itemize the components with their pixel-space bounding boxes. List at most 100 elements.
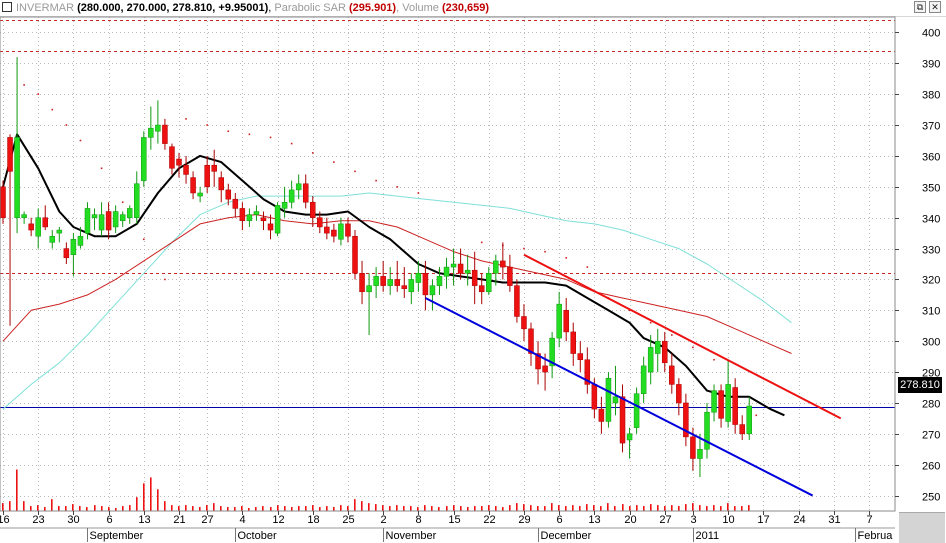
volume-bar (699, 505, 701, 511)
y-tick-label: 390 (922, 59, 940, 71)
candle-up (141, 137, 147, 181)
candle-down (739, 424, 745, 435)
volume-bar (368, 503, 370, 511)
volume-bar (438, 507, 440, 511)
candle-down (521, 316, 527, 330)
volume-bar (298, 506, 300, 511)
candle-down (662, 340, 668, 364)
ma-black-line (2, 133, 785, 417)
month-label: November (386, 530, 437, 542)
y-tick-label: 340 (922, 214, 940, 226)
volume-bar (220, 506, 222, 511)
level-lines (0, 20, 895, 408)
volume-bar (333, 507, 335, 511)
candle-up (77, 235, 84, 246)
volume-bars (2, 469, 750, 511)
candle-up (119, 214, 126, 222)
restore-window-button[interactable]: ⧉ (914, 1, 926, 13)
candle-up (697, 449, 703, 459)
candle-down (619, 396, 626, 444)
candle-up (556, 303, 562, 339)
volume-bar (389, 506, 391, 511)
volume-bar (23, 501, 25, 511)
volume-bar (86, 507, 88, 511)
candle-down (331, 229, 337, 237)
volume-bar (474, 506, 476, 511)
candle-down (718, 390, 724, 419)
sar-dot (586, 266, 589, 268)
x-tick-label: 24 (793, 514, 805, 526)
chart-title: INVERMAR (280.000, 270.000, 278.810, +9.… (16, 2, 490, 14)
candle-down (63, 248, 70, 259)
candle-down (183, 164, 189, 175)
volume-bar (115, 508, 117, 511)
trend-lines (424, 253, 842, 497)
volume-bar (375, 504, 377, 511)
ohlc-readout: (280.000, 270.000, 278.810, +9.95001) (77, 2, 269, 14)
sar-dot (354, 170, 356, 173)
candle-down (267, 223, 274, 231)
sar-dot (269, 136, 272, 139)
volume-bar (241, 506, 243, 511)
sar-dot (671, 334, 673, 336)
candle-up (126, 208, 133, 218)
volume-bar (37, 505, 39, 511)
plot-frame (0, 16, 896, 512)
candle-down (422, 273, 429, 296)
sar-dot (290, 142, 293, 145)
volume-bar (65, 506, 67, 511)
volume-bar (481, 506, 483, 511)
month-label: September (90, 530, 144, 542)
volume-bar (579, 506, 581, 511)
candle-up (415, 273, 422, 283)
candle-up (464, 269, 471, 274)
sar-value: (295.901) (349, 2, 397, 14)
candle-down (324, 226, 330, 234)
volume-bar (122, 506, 124, 511)
sar-dot (417, 192, 420, 194)
candle-down (105, 211, 112, 231)
candle-up (429, 285, 436, 296)
month-label: October (238, 530, 277, 542)
volume-bar (551, 503, 553, 511)
candle-up (246, 214, 253, 222)
volume-bar (178, 506, 180, 511)
volume-bar (101, 506, 103, 511)
volume-bar (234, 507, 236, 511)
y-tick-label: 280 (922, 399, 940, 411)
volume-bar (614, 506, 616, 511)
sar-dot (480, 241, 483, 244)
parabolic-sar-dots (23, 84, 758, 417)
x-tick-label: 2 (380, 514, 386, 526)
candle-down (345, 223, 351, 237)
volume-bar (354, 499, 356, 511)
candle-down (500, 260, 506, 268)
volume-bar (558, 505, 560, 511)
volume-bar (565, 506, 567, 511)
month-label: 2011 (696, 530, 720, 542)
candle-up (56, 229, 63, 234)
candle-up (746, 405, 752, 435)
volume-bar (326, 506, 328, 511)
candle-down (204, 164, 210, 188)
support-trendline (424, 297, 814, 497)
y-tick-label: 300 (922, 337, 940, 349)
volume-bar (523, 504, 525, 511)
candle-down (394, 279, 400, 286)
volume-bar (108, 507, 110, 511)
volume-bar (30, 506, 32, 511)
volume-bar (734, 506, 736, 511)
volume-bar (664, 506, 666, 511)
candle-down (0, 186, 6, 218)
volume-bar (586, 504, 588, 511)
volume-bar (213, 503, 215, 511)
candlesticks (0, 57, 752, 478)
volume-bar (671, 505, 673, 511)
close-window-button[interactable]: ✕ (929, 1, 941, 13)
x-tick-label: 4 (239, 514, 245, 526)
x-tick-label: 13 (588, 514, 600, 526)
x-tick-label: 13 (138, 514, 150, 526)
candle-up (84, 208, 91, 234)
candle-down (302, 183, 309, 203)
volume-bar (319, 507, 321, 511)
